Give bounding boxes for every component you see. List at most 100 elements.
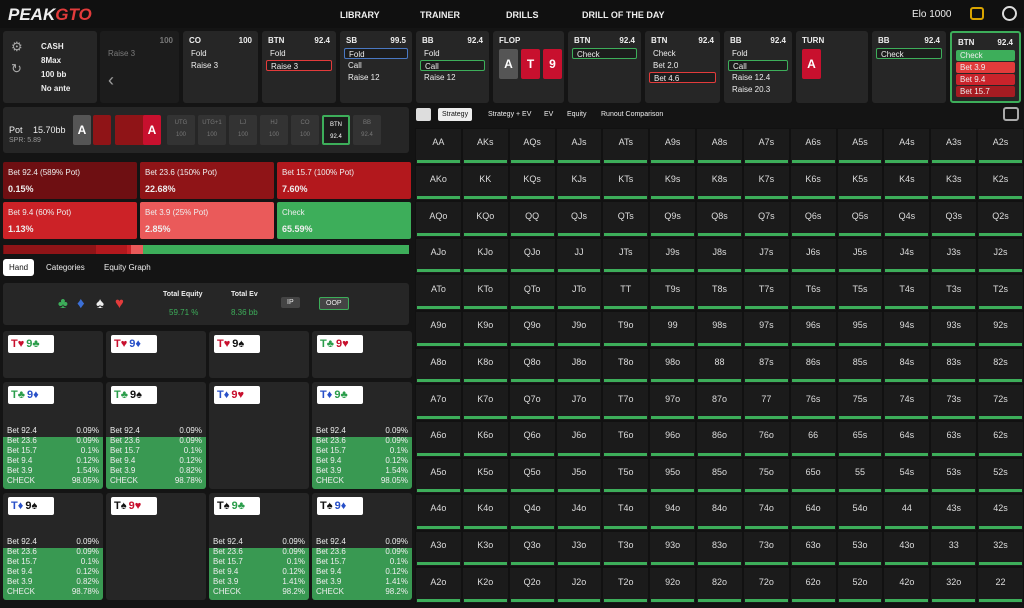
hand-cell[interactable]: 86o: [696, 420, 743, 458]
hand-cell[interactable]: 99: [649, 311, 697, 348]
hand-cell[interactable]: KTs: [602, 164, 650, 202]
hand-cell[interactable]: 95s: [836, 311, 884, 348]
action-column[interactable]: SB 99.5 Fold Call Raise 12: [340, 31, 412, 103]
hand-cell[interactable]: K9s: [649, 164, 697, 202]
hand-cell[interactable]: A5o: [415, 457, 462, 495]
hand-cell[interactable]: 52o: [836, 567, 884, 604]
suit-filter[interactable]: ♦: [77, 295, 85, 312]
hand-cell[interactable]: 74o: [742, 494, 790, 531]
hand-cell[interactable]: A7s: [742, 128, 790, 165]
hand-cell[interactable]: 22: [977, 567, 1024, 604]
action-option[interactable]: Bet 3.9: [956, 62, 1015, 73]
hand-cell[interactable]: 97s: [742, 311, 790, 348]
hand-cell[interactable]: 53s: [930, 457, 978, 495]
action-option[interactable]: Raise 20.3: [732, 85, 771, 94]
hand-cell[interactable]: 64o: [789, 494, 837, 531]
hand-cell[interactable]: 75s: [836, 384, 884, 421]
action-column[interactable]: BTN 92.4 Check Bet 3.9 Bet 9.4 Bet 15.7: [950, 31, 1021, 103]
action-option[interactable]: Raise 3: [191, 61, 219, 70]
hand-cell[interactable]: 87s: [742, 347, 790, 385]
action-column[interactable]: BTN 92.4 Fold Raise 3: [262, 31, 336, 103]
hand-cell[interactable]: A3s: [930, 128, 978, 165]
action-option[interactable]: Bet 2.0: [653, 61, 679, 70]
hand-cell[interactable]: 63o: [789, 530, 837, 568]
hand-cell[interactable]: 76s: [789, 384, 837, 421]
hand-cell[interactable]: 82o: [696, 567, 743, 604]
hand-cell[interactable]: 85s: [836, 347, 884, 385]
hand-cell[interactable]: 84s: [883, 347, 931, 385]
hand-cell[interactable]: 77: [742, 384, 790, 421]
hand-cell[interactable]: Q7o: [508, 384, 556, 421]
hand-cell[interactable]: J9s: [649, 237, 697, 275]
hand-cell[interactable]: T6o: [602, 420, 650, 458]
hand-cell[interactable]: J3s: [930, 237, 978, 275]
hand-cell[interactable]: 43s: [930, 494, 978, 531]
hand-cell[interactable]: QJs: [555, 201, 603, 238]
hand-cell[interactable]: J4s: [883, 237, 931, 275]
action-option[interactable]: Fold: [732, 49, 748, 58]
hand-cell[interactable]: T4o: [602, 494, 650, 531]
hand-cell[interactable]: T8o: [602, 347, 650, 385]
hand-cell[interactable]: Q3o: [508, 530, 556, 568]
action-option[interactable]: Fold: [424, 49, 440, 58]
hand-cell[interactable]: Q6s: [789, 201, 837, 238]
hand-cell[interactable]: AKo: [415, 164, 462, 202]
hand-cell[interactable]: 52s: [977, 457, 1024, 495]
seat[interactable]: CO 100: [291, 115, 319, 145]
hand-cell[interactable]: K4o: [461, 494, 509, 531]
hand-cell[interactable]: AQo: [415, 201, 462, 238]
hand-cell[interactable]: 98o: [649, 347, 697, 385]
grid-tab[interactable]: EV: [544, 111, 554, 118]
hand-cell[interactable]: ATo: [415, 274, 462, 312]
hand-cell[interactable]: 92o: [649, 567, 697, 604]
hand-cell[interactable]: 83s: [930, 347, 978, 385]
hand-cell[interactable]: 73s: [930, 384, 978, 421]
nav-link[interactable]: DRILLS: [506, 10, 539, 20]
hand-cell[interactable]: J8s: [696, 237, 743, 275]
hand-cell[interactable]: 75o: [742, 457, 790, 495]
hand-cell[interactable]: A3o: [415, 530, 462, 568]
hand-cell[interactable]: QTs: [602, 201, 650, 238]
action-option[interactable]: Bet 4.6: [649, 72, 716, 83]
hand-cell[interactable]: 42o: [883, 567, 931, 604]
hand-cell[interactable]: K5o: [461, 457, 509, 495]
hand-cell[interactable]: 53o: [836, 530, 884, 568]
nav-link[interactable]: LIBRARY: [340, 10, 380, 20]
action-option[interactable]: Fold: [344, 48, 408, 59]
hand-cell[interactable]: K3o: [461, 530, 509, 568]
hand-cell[interactable]: 62s: [977, 420, 1024, 458]
hand-cell[interactable]: K2o: [461, 567, 509, 604]
hand-cell[interactable]: K8o: [461, 347, 509, 385]
grid-tab[interactable]: Strategy + EV: [488, 111, 532, 118]
profile-icon[interactable]: [1002, 6, 1017, 21]
hand-cell[interactable]: 72s: [977, 384, 1024, 421]
hand-cell[interactable]: K6s: [789, 164, 837, 202]
hand-cell[interactable]: T8s: [696, 274, 743, 312]
action-column[interactable]: BB 92.4 Fold Call Raise 12: [416, 31, 489, 103]
suit-filter[interactable]: ♠: [96, 295, 104, 312]
seat[interactable]: BB 92.4: [353, 115, 381, 145]
hand-cell[interactable]: T9o: [602, 311, 650, 348]
hand-cell[interactable]: 42s: [977, 494, 1024, 531]
hand-cell[interactable]: A4s: [883, 128, 931, 165]
hand-cell[interactable]: 66: [789, 420, 837, 458]
hand-cell[interactable]: Q8o: [508, 347, 556, 385]
hand-cell[interactable]: ATs: [602, 128, 650, 165]
hand-cell[interactable]: T6s: [789, 274, 837, 312]
chat-icon[interactable]: [970, 7, 984, 20]
hand-cell[interactable]: J6o: [555, 420, 603, 458]
hand-cell[interactable]: 44: [883, 494, 931, 531]
hand-cell[interactable]: J2s: [977, 237, 1024, 275]
hand-cell[interactable]: A5s: [836, 128, 884, 165]
hand-cell[interactable]: 98s: [696, 311, 743, 348]
hand-cell[interactable]: 92s: [977, 311, 1024, 348]
hand-cell[interactable]: J6s: [789, 237, 837, 275]
action-option[interactable]: Raise 3: [108, 49, 136, 58]
hand-cell[interactable]: 96s: [789, 311, 837, 348]
action-column[interactable]: BTN 92.4 Check: [568, 31, 641, 103]
hand-cell[interactable]: 33: [930, 530, 978, 568]
hand-cell[interactable]: K5s: [836, 164, 884, 202]
bet-option[interactable]: Bet 15.7 (100% Pot) 7.60%: [277, 162, 411, 199]
seat[interactable]: LJ 100: [229, 115, 257, 145]
hand-cell[interactable]: 86s: [789, 347, 837, 385]
